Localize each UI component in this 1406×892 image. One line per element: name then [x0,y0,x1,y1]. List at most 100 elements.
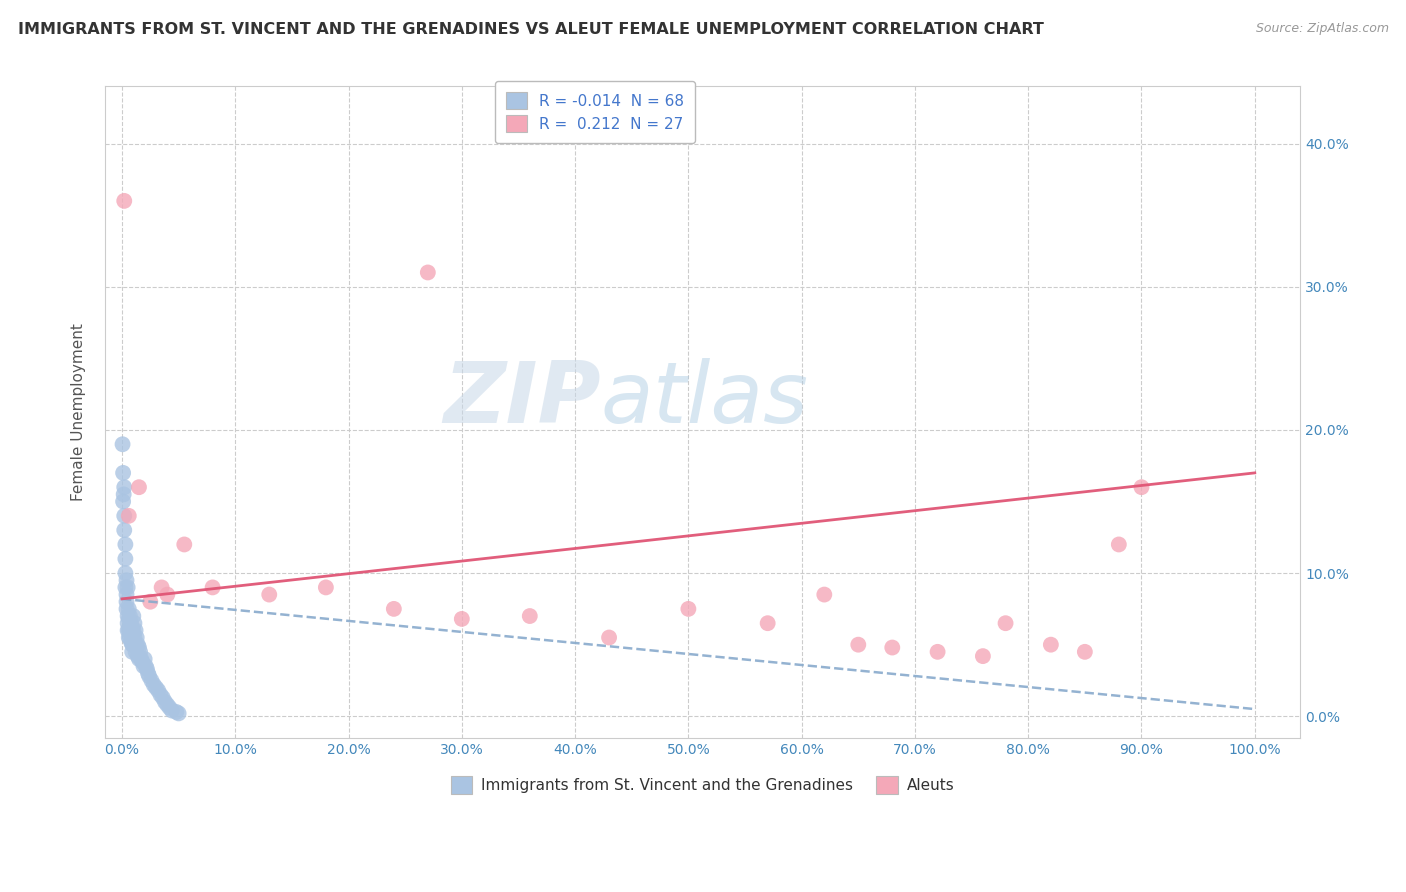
Point [1108,537,1130,551]
Point [127,638,149,652]
Point [519,609,541,624]
Point [118,631,141,645]
Point [129,645,152,659]
Point [117,616,139,631]
Point [173,537,195,551]
Point [111,437,134,451]
Point [112,487,135,501]
Point [112,523,135,537]
Point [135,662,157,676]
Point [145,681,167,695]
Point [117,581,139,595]
Point [678,602,700,616]
Point [118,624,141,638]
Point [120,626,142,640]
Point [127,649,149,664]
Point [118,620,141,634]
Point [138,669,160,683]
Point [972,649,994,664]
Point [129,652,152,666]
Point [382,602,405,616]
Point [1074,645,1097,659]
Point [994,616,1017,631]
Point [124,631,146,645]
Point [121,638,143,652]
Point [165,705,187,719]
Point [115,574,138,588]
Point [112,194,135,208]
Point [201,581,224,595]
Point [159,700,181,714]
Legend: Immigrants from St. Vincent and the Grenadines, Aleuts: Immigrants from St. Vincent and the Gren… [443,769,962,802]
Point [1039,638,1062,652]
Point [114,581,136,595]
Point [124,645,146,659]
Point [118,612,141,626]
Point [135,659,157,673]
Point [152,690,174,705]
Point [156,698,179,712]
Point [132,659,155,673]
Point [114,551,136,566]
Text: Source: ZipAtlas.com: Source: ZipAtlas.com [1256,22,1389,36]
Point [450,612,472,626]
Text: atlas: atlas [600,358,808,441]
Point [112,494,135,508]
Point [122,638,145,652]
Point [117,609,139,624]
Point [125,640,148,655]
Point [124,624,146,638]
Point [117,624,139,638]
Point [156,588,179,602]
Point [149,688,172,702]
Point [416,265,439,279]
Point [846,638,869,652]
Point [141,673,163,688]
Point [112,480,135,494]
Point [118,602,141,616]
Point [115,595,138,609]
Point [124,638,146,652]
Point [148,683,170,698]
Point [131,655,153,669]
Point [160,704,183,718]
Point [1130,480,1153,494]
Point [128,640,150,655]
Point [257,588,280,602]
Text: IMMIGRANTS FROM ST. VINCENT AND THE GRENADINES VS ALEUT FEMALE UNEMPLOYMENT CORR: IMMIGRANTS FROM ST. VINCENT AND THE GREN… [18,22,1045,37]
Point [134,652,156,666]
Point [882,640,904,655]
Point [118,508,141,523]
Point [122,624,145,638]
Point [136,666,159,681]
Point [114,537,136,551]
Point [121,624,143,638]
Point [927,645,949,659]
Point [756,616,779,631]
Point [142,678,165,692]
Point [139,595,162,609]
Y-axis label: Female Unemployment: Female Unemployment [72,323,86,501]
Point [118,631,141,645]
Point [121,645,143,659]
Point [112,466,135,480]
Point [115,602,138,616]
Point [115,588,138,602]
Point [813,588,835,602]
Point [120,635,142,649]
Point [153,695,176,709]
Point [315,581,337,595]
Point [118,609,141,624]
Point [114,566,136,580]
Point [128,480,150,494]
Point [120,616,142,631]
Point [121,631,143,645]
Point [122,609,145,624]
Point [124,616,146,631]
Point [112,508,135,523]
Point [167,706,190,721]
Point [598,631,620,645]
Point [125,631,148,645]
Text: ZIP: ZIP [443,358,600,441]
Point [128,652,150,666]
